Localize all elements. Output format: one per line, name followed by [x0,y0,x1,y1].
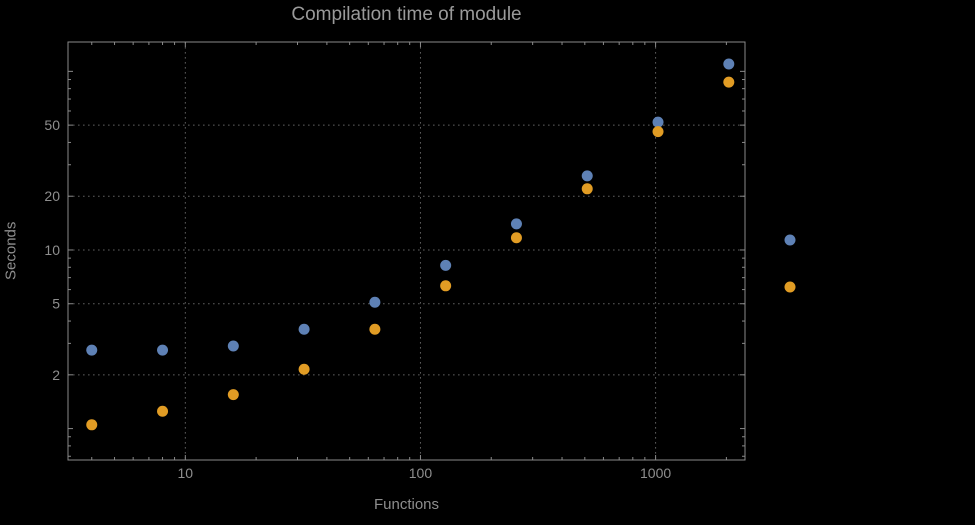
x-tick-label: 10 [178,465,194,481]
data-point-blue [723,58,735,70]
y-tick-label: 10 [44,242,60,258]
data-point-orange [652,126,664,138]
data-point-blue [86,344,98,356]
data-point-orange [510,232,522,244]
x-axis-label: Functions [373,496,440,513]
x-tick-label: 1000 [640,465,671,481]
plot-frame [67,41,746,461]
data-point-blue [298,323,310,335]
y-tick-label: 20 [44,188,60,204]
y-tick-label: 50 [44,117,60,133]
data-point-orange [227,389,239,401]
data-point-blue [652,116,664,128]
data-point-blue [227,340,239,352]
data-point-blue [581,170,593,182]
data-point-blue [440,259,452,271]
legend-marker-blue [784,234,796,246]
data-point-orange [298,363,310,375]
y-tick-label: 2 [52,367,60,383]
data-point-blue [369,296,381,308]
data-point-blue [510,218,522,230]
chart-title: Compilation time of module [291,4,522,25]
y-tick-label: 5 [52,296,60,312]
data-point-orange [157,405,169,417]
legend-marker-orange [784,281,796,293]
data-point-orange [369,323,381,335]
y-axis-label: Seconds [2,221,20,281]
data-point-orange [86,419,98,431]
data-point-orange [581,183,593,195]
x-tick-label: 100 [409,465,433,481]
data-point-orange [723,76,735,88]
data-point-orange [440,280,452,292]
data-point-blue [157,344,169,356]
